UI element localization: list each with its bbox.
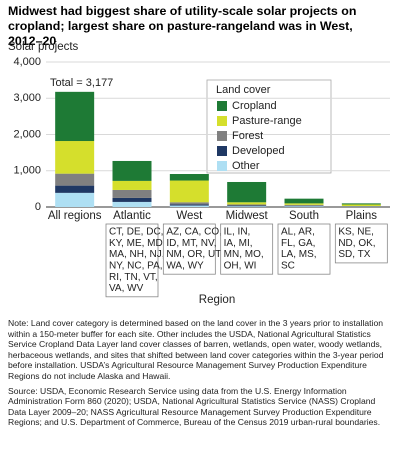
source: Source: USDA, Economic Research Service …	[8, 385, 381, 428]
bar-segment	[284, 204, 324, 206]
state-list: ND, OK,	[338, 238, 375, 249]
bar-segment	[227, 206, 267, 207]
bar-segment	[341, 203, 381, 205]
bar-segment	[169, 174, 209, 181]
bar-segment	[112, 160, 152, 181]
x-tick-label: South	[289, 210, 319, 222]
bar-segment	[227, 204, 267, 206]
state-list: MN, MO,	[224, 249, 264, 260]
x-tick-label: Plains	[346, 210, 378, 222]
legend-label: Forest	[232, 130, 263, 142]
state-list: NY, NC, PA,	[109, 261, 163, 272]
bar-segment	[112, 180, 152, 190]
x-tick-label: Midwest	[226, 210, 269, 222]
legend-label: Pasture-range	[232, 115, 302, 127]
legend-swatch	[217, 101, 227, 111]
notes: Note: Land cover category is determined …	[8, 318, 390, 432]
bar-segment	[284, 206, 324, 207]
legend-label: Cropland	[232, 100, 277, 112]
state-list: CT, DE, DC,	[109, 227, 163, 238]
state-box	[162, 223, 216, 275]
state-list: AZ, CA, CO,	[166, 227, 222, 238]
x-tick-label: Atlantic	[113, 210, 151, 222]
state-box	[105, 223, 159, 298]
state-list: FL, GA,	[281, 238, 315, 249]
state-list: IA, MI,	[224, 238, 253, 249]
bar-segment	[169, 180, 209, 203]
state-list: LA, MS,	[281, 249, 317, 260]
bar-segment	[227, 181, 267, 203]
x-tick-label: West	[176, 210, 203, 222]
state-box	[277, 223, 331, 275]
bar-segment	[55, 141, 95, 174]
state-list: WA, WY	[166, 261, 204, 272]
state-list: ID, MT, NV,	[166, 238, 216, 249]
bar-segment	[284, 198, 324, 204]
note: Note: Land cover category is determined …	[8, 318, 384, 381]
chart-title: Midwest had biggest share of utility-sca…	[8, 4, 357, 48]
bar-segment	[112, 201, 152, 207]
state-list: NM, OR, UT,	[166, 249, 223, 260]
y-axis-label: Solar projects	[8, 41, 79, 53]
state-list: VA, WV	[109, 283, 144, 294]
legend-box	[206, 79, 332, 174]
state-list: MA, NH, NJ,	[109, 249, 165, 260]
bar-segment	[284, 203, 324, 205]
chart: Solar projects Region Total = 3,177 Land…	[8, 41, 390, 306]
y-tick-label: 1,000	[13, 165, 41, 177]
bar-segment	[341, 204, 381, 207]
y-tick-label: 3,000	[13, 92, 41, 104]
state-list: SD, TX	[338, 249, 370, 260]
bar-segment	[112, 189, 152, 198]
state-list: IL, IN,	[224, 227, 251, 238]
bar-segment	[112, 197, 152, 202]
state-list: KY, ME, MD,	[109, 238, 166, 249]
legend-title: Land cover	[216, 84, 271, 96]
legend-swatch	[217, 131, 227, 141]
annotation: Total = 3,177	[50, 77, 113, 89]
y-tick-label: 4,000	[13, 56, 41, 68]
bar-segment	[169, 205, 209, 207]
state-list: AL, AR,	[281, 227, 315, 238]
bar-segment	[227, 202, 267, 205]
legend-label: Other	[232, 160, 260, 172]
state-list: OH, WI	[224, 261, 257, 272]
bar-segment	[227, 205, 267, 207]
x-axis-label: Region	[199, 294, 235, 306]
bar-segment	[55, 185, 95, 193]
bar-segment	[169, 202, 209, 205]
state-box	[334, 223, 388, 264]
state-box	[220, 223, 274, 275]
bar-segment	[55, 192, 95, 207]
bar-segment	[55, 173, 95, 186]
y-tick-label: 0	[35, 201, 41, 213]
legend-swatch	[217, 161, 227, 171]
bar-segment	[169, 204, 209, 206]
legend-label: Developed	[232, 145, 285, 157]
y-tick-label: 2,000	[13, 128, 41, 140]
state-list: RI, TN, VT,	[109, 272, 158, 283]
state-list: KS, NE,	[338, 227, 374, 238]
state-list: SC	[281, 261, 295, 272]
legend-swatch	[217, 116, 227, 126]
x-tick-label: All regions	[48, 210, 102, 222]
bar-segment	[55, 91, 95, 142]
legend-swatch	[217, 146, 227, 156]
